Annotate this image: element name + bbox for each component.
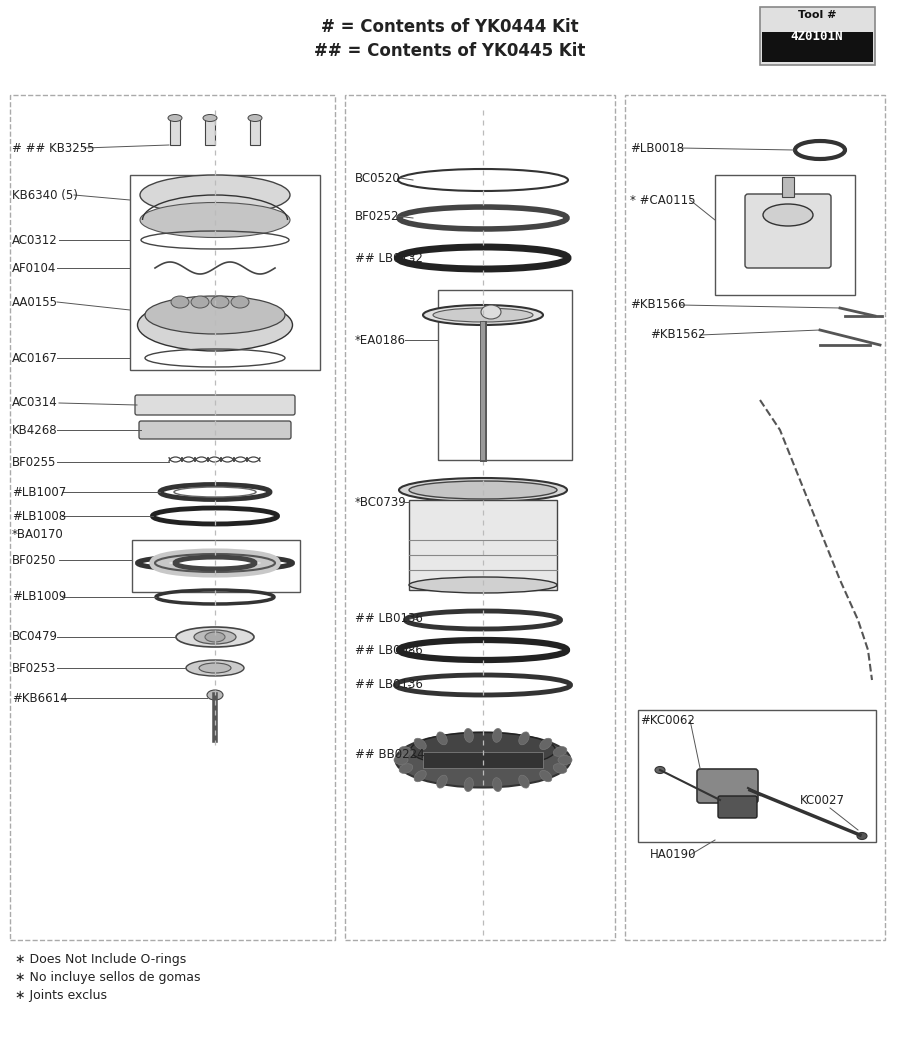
FancyBboxPatch shape xyxy=(139,421,291,438)
Ellipse shape xyxy=(138,299,292,351)
Text: #LB0018: #LB0018 xyxy=(630,142,684,155)
Ellipse shape xyxy=(394,756,408,764)
Text: *BC0739: *BC0739 xyxy=(355,496,407,508)
Ellipse shape xyxy=(763,204,813,226)
Text: *EA0186: *EA0186 xyxy=(355,333,406,347)
Ellipse shape xyxy=(207,690,223,699)
Text: * #CA0115: * #CA0115 xyxy=(630,193,696,207)
Ellipse shape xyxy=(414,738,427,750)
Ellipse shape xyxy=(176,627,254,647)
Text: #LB1007: #LB1007 xyxy=(12,485,67,498)
Text: BC0479: BC0479 xyxy=(12,631,58,643)
Bar xyxy=(782,177,794,197)
Text: ## BB0224: ## BB0224 xyxy=(355,749,425,761)
Text: AF0104: AF0104 xyxy=(12,261,57,275)
Text: ## LB0086: ## LB0086 xyxy=(355,643,423,657)
Ellipse shape xyxy=(518,776,529,788)
Text: ## LB0136: ## LB0136 xyxy=(355,679,423,691)
Text: ∗ No incluye sellos de gomas: ∗ No incluye sellos de gomas xyxy=(15,972,201,984)
FancyBboxPatch shape xyxy=(718,796,757,818)
Text: ## = Contents of YK0445 Kit: ## = Contents of YK0445 Kit xyxy=(314,42,586,60)
Text: KB6340 (5): KB6340 (5) xyxy=(12,189,78,201)
Text: #KB1562: #KB1562 xyxy=(650,329,706,341)
Ellipse shape xyxy=(540,770,552,782)
Text: KC0027: KC0027 xyxy=(800,793,845,807)
Ellipse shape xyxy=(558,756,572,764)
Ellipse shape xyxy=(231,296,249,308)
Text: # ## KB3255: # ## KB3255 xyxy=(12,142,94,155)
Text: AC0312: AC0312 xyxy=(12,234,58,246)
Text: AC0167: AC0167 xyxy=(12,352,58,364)
Ellipse shape xyxy=(423,305,543,325)
Text: AC0314: AC0314 xyxy=(12,397,58,409)
Text: #KC0062: #KC0062 xyxy=(640,713,695,727)
Text: HA0190: HA0190 xyxy=(650,849,697,861)
Ellipse shape xyxy=(857,832,867,839)
Text: BF0253: BF0253 xyxy=(12,662,57,674)
FancyBboxPatch shape xyxy=(745,194,831,268)
Bar xyxy=(423,752,543,768)
Ellipse shape xyxy=(400,764,413,774)
Ellipse shape xyxy=(410,733,555,767)
Ellipse shape xyxy=(464,778,473,791)
Text: *BA0170: *BA0170 xyxy=(12,528,64,542)
Ellipse shape xyxy=(554,764,567,774)
Ellipse shape xyxy=(436,776,447,788)
Ellipse shape xyxy=(191,296,209,308)
Text: ## LB0132: ## LB0132 xyxy=(355,252,423,264)
Ellipse shape xyxy=(140,203,290,237)
Text: KB4268: KB4268 xyxy=(12,424,58,436)
Text: AA0155: AA0155 xyxy=(12,295,58,308)
Ellipse shape xyxy=(171,296,189,308)
Text: BC0520: BC0520 xyxy=(355,171,400,185)
Ellipse shape xyxy=(481,305,501,319)
Text: ## LB0136: ## LB0136 xyxy=(355,612,423,624)
Ellipse shape xyxy=(399,478,567,502)
Text: 4Z0101N: 4Z0101N xyxy=(791,29,843,43)
Ellipse shape xyxy=(205,632,225,642)
Ellipse shape xyxy=(186,660,244,677)
Ellipse shape xyxy=(409,577,557,593)
Bar xyxy=(409,500,557,590)
Ellipse shape xyxy=(194,630,236,644)
Text: ∗ Joints exclus: ∗ Joints exclus xyxy=(15,990,107,1002)
Ellipse shape xyxy=(248,115,262,121)
Ellipse shape xyxy=(395,733,571,787)
FancyBboxPatch shape xyxy=(697,769,758,803)
Ellipse shape xyxy=(433,308,533,322)
Ellipse shape xyxy=(203,115,217,121)
Text: #KB1566: #KB1566 xyxy=(630,299,686,311)
Bar xyxy=(170,117,180,145)
Text: #LB1008: #LB1008 xyxy=(12,509,66,522)
FancyBboxPatch shape xyxy=(762,32,873,62)
Ellipse shape xyxy=(140,175,290,215)
Ellipse shape xyxy=(655,766,665,774)
Ellipse shape xyxy=(540,738,552,750)
Ellipse shape xyxy=(409,481,557,499)
Ellipse shape xyxy=(199,663,231,673)
Ellipse shape xyxy=(518,732,529,744)
Ellipse shape xyxy=(400,746,413,756)
Ellipse shape xyxy=(414,770,427,782)
Ellipse shape xyxy=(554,746,567,756)
Ellipse shape xyxy=(168,115,182,121)
Ellipse shape xyxy=(211,296,229,308)
FancyBboxPatch shape xyxy=(135,395,295,416)
Text: #LB1009: #LB1009 xyxy=(12,591,67,603)
Ellipse shape xyxy=(492,778,502,791)
Text: Tool #: Tool # xyxy=(797,10,836,20)
Ellipse shape xyxy=(464,729,473,742)
Text: BF0250: BF0250 xyxy=(12,553,57,567)
Text: ∗ Does Not Include O-rings: ∗ Does Not Include O-rings xyxy=(15,953,186,967)
Text: # = Contents of YK0444 Kit: # = Contents of YK0444 Kit xyxy=(321,18,579,35)
Text: BF0252: BF0252 xyxy=(355,210,400,222)
Ellipse shape xyxy=(145,296,285,334)
Ellipse shape xyxy=(436,732,447,744)
Text: BF0255: BF0255 xyxy=(12,455,57,469)
Text: #KB6614: #KB6614 xyxy=(12,691,68,705)
FancyBboxPatch shape xyxy=(760,7,875,65)
Bar xyxy=(205,117,215,145)
Bar xyxy=(250,117,260,145)
Ellipse shape xyxy=(492,729,502,742)
